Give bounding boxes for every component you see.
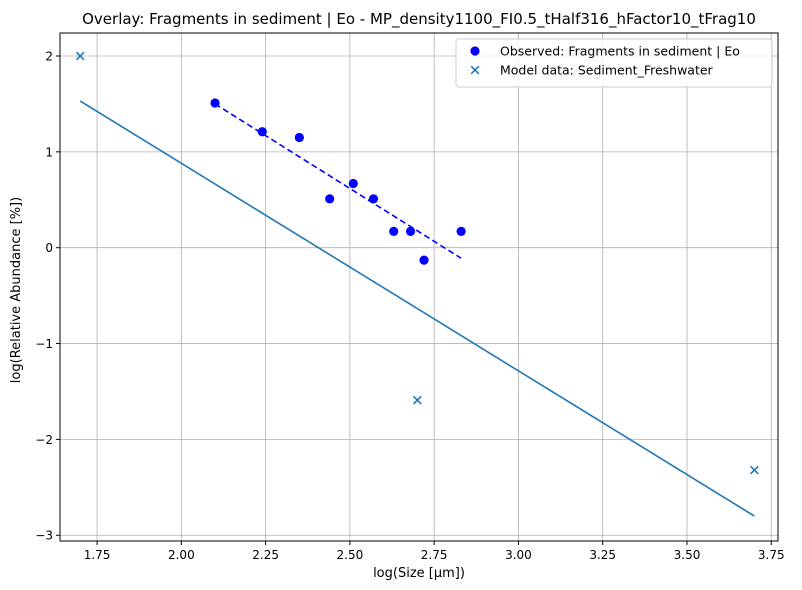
observed-point <box>294 132 304 143</box>
y-tick-label: 1 <box>45 145 53 159</box>
x-tick-label: 2.75 <box>421 548 448 562</box>
observed-point <box>210 98 220 108</box>
y-tick-label: 0 <box>45 241 53 255</box>
y-tick-label: −2 <box>35 433 53 447</box>
grid <box>60 33 778 541</box>
model-point <box>750 465 759 475</box>
observed-point <box>257 127 267 137</box>
observed-fit-line <box>214 103 462 259</box>
legend-marker-observed <box>470 46 480 56</box>
plot-frame <box>59 32 779 542</box>
observed-point <box>389 226 399 237</box>
x-marker-stroke <box>412 395 422 405</box>
observed-point <box>368 194 379 204</box>
axis-ticks: 1.75 2.00 2.25 2.50 2.75 3.00 3.25 3.50 3.75 −3 −2… <box>35 50 784 562</box>
legend-label: Observed: Fragments in sediment | Eo <box>500 44 740 59</box>
chart-title: Overlay: Fragments in sediment | Eo - MP… <box>82 10 756 29</box>
observed-point <box>325 194 335 204</box>
legend: Observed: Fragments in sediment | Eo Mode… <box>455 38 773 88</box>
observed-point <box>348 178 358 189</box>
x-tick-label: 3.50 <box>674 548 701 562</box>
x-tick-label: 3.75 <box>758 548 785 562</box>
y-tick-label: −1 <box>35 337 53 351</box>
x-tick-label: 2.25 <box>252 548 279 562</box>
x-axis-label: log(Size [μm]) <box>373 566 465 581</box>
model-point <box>412 395 422 405</box>
y-axis-label: log(Relative Abundance [%]) <box>9 197 24 383</box>
x-tick-label: 2.50 <box>337 548 364 562</box>
x-tick-label: 1.75 <box>84 548 111 562</box>
model-fit-line <box>79 100 755 517</box>
x-marker-stroke <box>750 465 759 475</box>
fit-lines <box>79 100 755 517</box>
observed-point <box>456 226 466 237</box>
model-point <box>75 51 85 61</box>
x-tick-label: 3.25 <box>589 548 616 562</box>
x-tick-label: 3.00 <box>505 548 532 562</box>
x-marker-stroke <box>470 65 480 75</box>
legend-box <box>455 38 773 88</box>
observed-point <box>405 226 416 237</box>
x-tick-label: 2.00 <box>168 548 195 562</box>
data-points <box>75 51 759 475</box>
legend-marker-model <box>470 65 480 75</box>
observed-point <box>419 255 429 265</box>
x-marker-stroke <box>75 51 85 61</box>
y-tick-label: −3 <box>35 529 53 543</box>
y-tick-label: 2 <box>45 50 53 64</box>
legend-label: Model data: Sediment_Freshwater <box>500 63 714 78</box>
